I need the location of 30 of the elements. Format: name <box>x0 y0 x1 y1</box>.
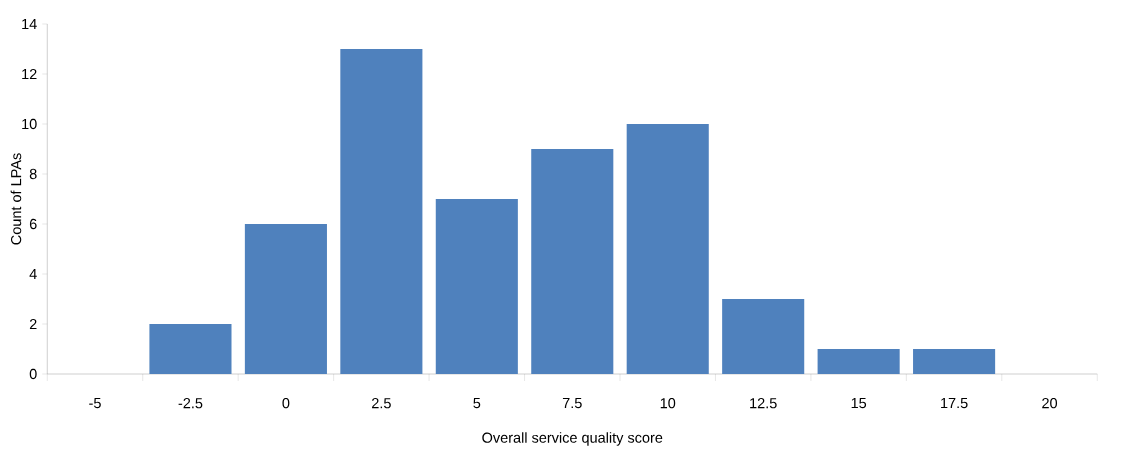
y-tick-label: 10 <box>22 118 37 130</box>
x-tick-label: 7.5 <box>562 398 582 409</box>
y-tick-label: 8 <box>29 168 37 180</box>
bar <box>722 299 805 374</box>
bar <box>149 324 232 374</box>
bar <box>244 224 327 374</box>
x-tick-label: 17.5 <box>941 398 968 409</box>
y-axis-title: Count of LPAs <box>10 153 22 245</box>
bar <box>817 349 900 374</box>
x-tick-label: -5 <box>89 398 101 409</box>
y-tick-label: 6 <box>29 218 37 230</box>
x-tick-label: 2.5 <box>372 398 391 409</box>
bar <box>435 199 518 374</box>
x-axis-title: Overall service quality score <box>482 432 663 446</box>
x-tick-label: 0 <box>282 398 290 409</box>
y-tick-label: 0 <box>29 368 37 380</box>
bar <box>531 149 614 374</box>
x-tick-label: 20 <box>1042 398 1058 409</box>
x-tick-label: 15 <box>851 398 867 409</box>
y-tick-label: 14 <box>22 19 37 29</box>
y-tick-label: 12 <box>22 68 37 80</box>
x-tick-label: 12.5 <box>750 398 777 409</box>
bar <box>626 124 709 374</box>
bar <box>913 349 996 374</box>
x-tick-label: -2.5 <box>178 398 203 409</box>
x-tick-label: 10 <box>660 398 676 409</box>
y-tick-label: 4 <box>29 269 37 279</box>
bar <box>340 49 423 374</box>
y-tick-label: 2 <box>29 318 37 330</box>
x-tick-label: 5 <box>473 398 481 409</box>
